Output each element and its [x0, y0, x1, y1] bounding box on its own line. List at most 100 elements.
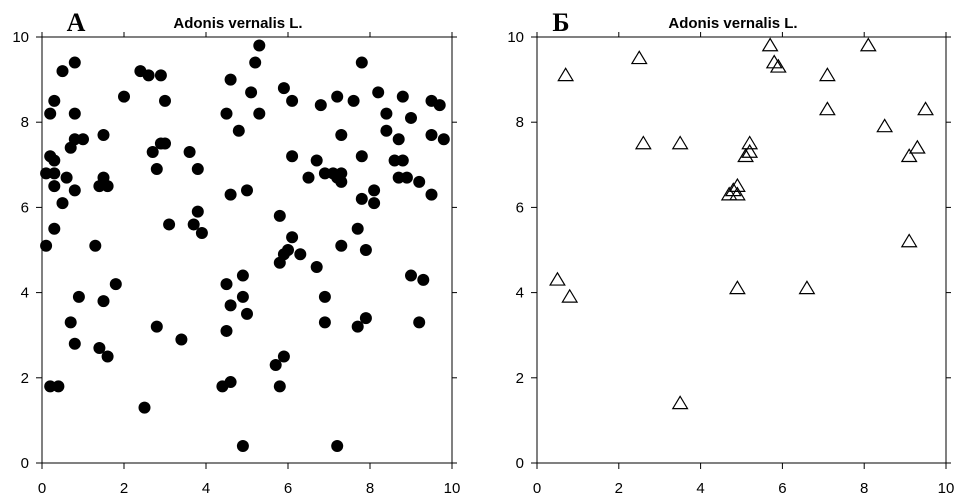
data-point	[318, 316, 331, 329]
data-point	[335, 128, 348, 141]
data-point	[372, 86, 385, 99]
data-point	[236, 269, 249, 282]
data-point	[224, 73, 237, 86]
data-point	[347, 94, 360, 107]
data-point	[60, 171, 73, 184]
y-tick-label: 10	[12, 29, 29, 46]
y-tick-label: 6	[516, 199, 524, 216]
data-point	[220, 278, 233, 291]
y-tick-label: 0	[516, 455, 524, 472]
data-point	[327, 167, 340, 180]
data-point	[310, 261, 323, 274]
data-point	[729, 186, 746, 201]
x-tick-label: 2	[615, 480, 623, 497]
data-point	[236, 290, 249, 303]
data-point	[413, 175, 426, 188]
plot-frame	[41, 36, 453, 464]
data-point	[68, 133, 81, 146]
data-point	[331, 439, 344, 452]
data-point	[310, 154, 323, 167]
data-point	[241, 307, 253, 320]
data-point	[224, 376, 237, 389]
data-point	[273, 380, 286, 393]
data-point	[277, 82, 290, 95]
data-point	[282, 244, 294, 256]
chart-title: Adonis vernalis L.	[173, 15, 302, 32]
y-tick-label: 8	[516, 114, 524, 131]
data-point	[224, 299, 237, 312]
data-point	[56, 65, 69, 78]
data-point	[89, 239, 102, 252]
data-point	[220, 324, 233, 337]
data-point	[380, 124, 393, 137]
data-point	[159, 137, 171, 150]
data-point	[335, 239, 348, 252]
data-point	[634, 135, 652, 150]
data-point	[48, 154, 61, 167]
data-point	[187, 218, 200, 231]
x-tick-label: 8	[366, 480, 374, 497]
data-point	[405, 269, 417, 282]
data-point	[109, 278, 122, 291]
data-point	[68, 337, 81, 350]
data-point	[101, 350, 114, 363]
plot-frame	[536, 36, 947, 464]
data-point	[150, 163, 163, 176]
x-tick-label: 4	[202, 480, 210, 497]
data-point	[64, 316, 77, 329]
data-point	[48, 94, 61, 107]
data-point	[220, 107, 233, 120]
y-tick-label: 8	[21, 114, 29, 131]
x-tick-label: 2	[120, 480, 128, 497]
data-point	[253, 39, 266, 52]
data-point	[741, 135, 759, 150]
data-point	[392, 171, 405, 184]
data-point	[286, 94, 299, 107]
data-point	[417, 273, 430, 286]
data-point	[741, 143, 759, 158]
y-tick-label: 0	[21, 455, 29, 472]
data-point	[859, 37, 877, 52]
data-point	[425, 128, 438, 141]
data-point	[40, 167, 53, 180]
data-point	[142, 69, 155, 82]
data-point	[425, 188, 438, 201]
data-point	[48, 167, 61, 180]
panel-letter: Б	[552, 8, 569, 37]
data-point	[183, 146, 196, 159]
data-point	[557, 67, 575, 82]
data-point	[396, 154, 409, 167]
data-point	[908, 139, 926, 154]
data-point	[724, 182, 742, 197]
x-tick-label: 6	[284, 480, 292, 497]
x-tick-label: 10	[444, 480, 461, 497]
data-point	[671, 135, 689, 150]
data-point	[355, 150, 368, 163]
data-point	[191, 163, 204, 176]
data-point	[48, 180, 61, 193]
data-point	[388, 154, 401, 167]
data-point	[331, 90, 344, 103]
data-point	[314, 99, 327, 112]
data-point	[351, 320, 364, 333]
data-point	[150, 320, 163, 333]
data-point	[392, 133, 405, 146]
data-point	[630, 50, 648, 65]
x-tick-label: 6	[778, 480, 786, 497]
data-point	[413, 316, 426, 329]
panel-letter: А	[67, 8, 86, 37]
data-point	[433, 99, 446, 112]
data-point	[40, 239, 53, 252]
data-point	[236, 439, 249, 452]
data-point	[405, 111, 417, 124]
data-point	[68, 184, 81, 197]
data-point	[818, 67, 836, 82]
data-point	[818, 101, 836, 116]
data-point	[729, 280, 746, 295]
data-point	[798, 280, 816, 295]
data-point	[97, 128, 110, 141]
data-point	[195, 226, 208, 239]
data-point	[302, 171, 315, 184]
data-point	[355, 56, 368, 69]
